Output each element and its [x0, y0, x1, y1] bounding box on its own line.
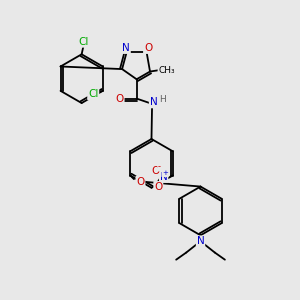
Text: O: O — [151, 166, 160, 176]
Text: O: O — [115, 94, 124, 103]
Text: Cl: Cl — [79, 37, 89, 47]
Text: +: + — [162, 170, 168, 176]
Text: Cl: Cl — [88, 89, 98, 99]
Text: CH₃: CH₃ — [158, 65, 175, 74]
Text: -: - — [158, 162, 161, 171]
Text: H: H — [159, 95, 166, 104]
Text: O: O — [144, 43, 152, 53]
Text: N: N — [197, 236, 204, 246]
Text: N: N — [150, 98, 158, 107]
Text: N: N — [160, 172, 168, 182]
Text: O: O — [154, 182, 163, 192]
Text: O: O — [136, 176, 145, 187]
Text: N: N — [122, 43, 130, 53]
